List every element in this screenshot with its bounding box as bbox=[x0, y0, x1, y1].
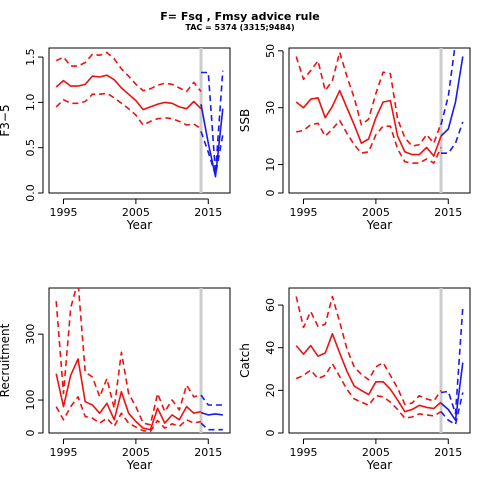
catch-x-label: Year bbox=[366, 458, 392, 472]
ssb-y-tick-label: 30 bbox=[264, 101, 277, 115]
ssb-forecast-lower-line bbox=[441, 121, 464, 154]
catch-forecast-lower-line bbox=[440, 392, 464, 426]
catch-x-tick-label: 2005 bbox=[362, 446, 390, 459]
catch-y-label: Catch bbox=[238, 343, 252, 378]
recruitment-forecast-upper-line bbox=[200, 394, 223, 406]
recruitment-forecast-lower-line bbox=[200, 422, 223, 431]
recruitment-frame bbox=[48, 287, 231, 434]
fbar-data bbox=[55, 48, 224, 193]
recruitment-data bbox=[55, 288, 223, 433]
catch-x-tick-label: 2015 bbox=[434, 446, 462, 459]
recruitment-y-tick-label: 0 bbox=[24, 430, 37, 437]
fbar-forecast-upper-line bbox=[201, 70, 224, 174]
fbar-history-upper-line bbox=[55, 51, 202, 93]
catch-data bbox=[295, 288, 464, 433]
fbar-history-median-line bbox=[55, 74, 202, 111]
catch-y-tick-label: 0 bbox=[264, 430, 277, 437]
fbar-y-tick-label: 1.0 bbox=[24, 94, 37, 112]
figure-subtitle: TAC = 5374 (3315;9484) bbox=[185, 23, 295, 32]
catch-y-tick-label: 40 bbox=[264, 341, 277, 355]
fbar-x-tick-label: 1995 bbox=[49, 206, 77, 219]
fbar-forecast-median-line bbox=[200, 104, 224, 178]
catch-panel: 1995 2005 2015 0 20 40 60 Year Catch bbox=[238, 287, 471, 472]
ssb-history-median-line bbox=[295, 89, 442, 157]
fbar-y-label: F̄3−5 bbox=[0, 104, 12, 136]
ssb-x-tick-label: 2005 bbox=[362, 206, 390, 219]
catch-forecast-upper-line bbox=[440, 307, 464, 415]
ssb-data bbox=[295, 48, 464, 193]
recruitment-x-tick-label: 2015 bbox=[194, 446, 222, 459]
fbar-x-tick-label: 2005 bbox=[122, 206, 150, 219]
fbar-x-tick-label: 2015 bbox=[194, 206, 222, 219]
recruitment-y-tick-label: 100 bbox=[24, 390, 37, 411]
catch-forecast-median-line bbox=[440, 362, 464, 422]
ssb-y-tick-label: 50 bbox=[264, 44, 277, 58]
ssb-panel: 1995 2005 2015 0 10 30 50 Year SSB bbox=[238, 44, 471, 232]
figure-title: F= Fsq , Fmsy advice rule bbox=[160, 10, 320, 23]
recruitment-forecast-median-line bbox=[200, 411, 223, 416]
fbar-history-lower-line bbox=[55, 92, 202, 130]
recruitment-x-tick-label: 1995 bbox=[49, 446, 77, 459]
fbar-panel: 1995 2005 2015 0.0 0.5 1.0 1.5 Year F̄3−5 bbox=[0, 47, 231, 232]
ssb-y-label: SSB bbox=[238, 109, 252, 132]
catch-frame bbox=[288, 287, 471, 434]
ssb-y-tick-label: 10 bbox=[264, 158, 277, 172]
catch-y-tick-label: 60 bbox=[264, 298, 277, 312]
recruitment-history-upper-line bbox=[55, 288, 202, 426]
catch-x-tick-label: 1995 bbox=[289, 446, 317, 459]
catch-history-lower-line bbox=[295, 362, 442, 419]
ssb-forecast-upper-line bbox=[440, 48, 456, 125]
recruitment-x-tick-label: 2005 bbox=[122, 446, 150, 459]
fbar-y-tick-label: 0.5 bbox=[24, 139, 37, 157]
recruitment-y-tick-label: 300 bbox=[24, 324, 37, 345]
fbar-y-tick-label: 0.0 bbox=[24, 184, 37, 202]
ssb-forecast-median-line bbox=[440, 56, 464, 137]
ssb-x-label: Year bbox=[366, 218, 392, 232]
ssb-history-upper-line bbox=[295, 51, 442, 147]
ssb-y-tick-label: 0 bbox=[264, 190, 277, 197]
recruitment-x-label: Year bbox=[126, 458, 152, 472]
catch-history-median-line bbox=[295, 332, 442, 413]
ssb-x-tick-label: 2015 bbox=[434, 206, 462, 219]
catch-y-tick-label: 20 bbox=[264, 383, 277, 397]
recruitment-y-label: Recruitment bbox=[0, 323, 12, 397]
fbar-frame bbox=[48, 47, 231, 194]
ssb-x-tick-label: 1995 bbox=[289, 206, 317, 219]
fbar-y-tick-label: 1.5 bbox=[24, 48, 37, 66]
ssb-history-lower-line bbox=[296, 119, 442, 164]
catch-history-upper-line bbox=[295, 295, 442, 406]
ssb-frame bbox=[288, 47, 471, 194]
recruitment-history-median-line bbox=[55, 358, 202, 431]
recruitment-panel: 1995 2005 2015 0 100 300 Year Recruitment bbox=[0, 287, 231, 472]
fbar-x-label: Year bbox=[126, 218, 152, 232]
